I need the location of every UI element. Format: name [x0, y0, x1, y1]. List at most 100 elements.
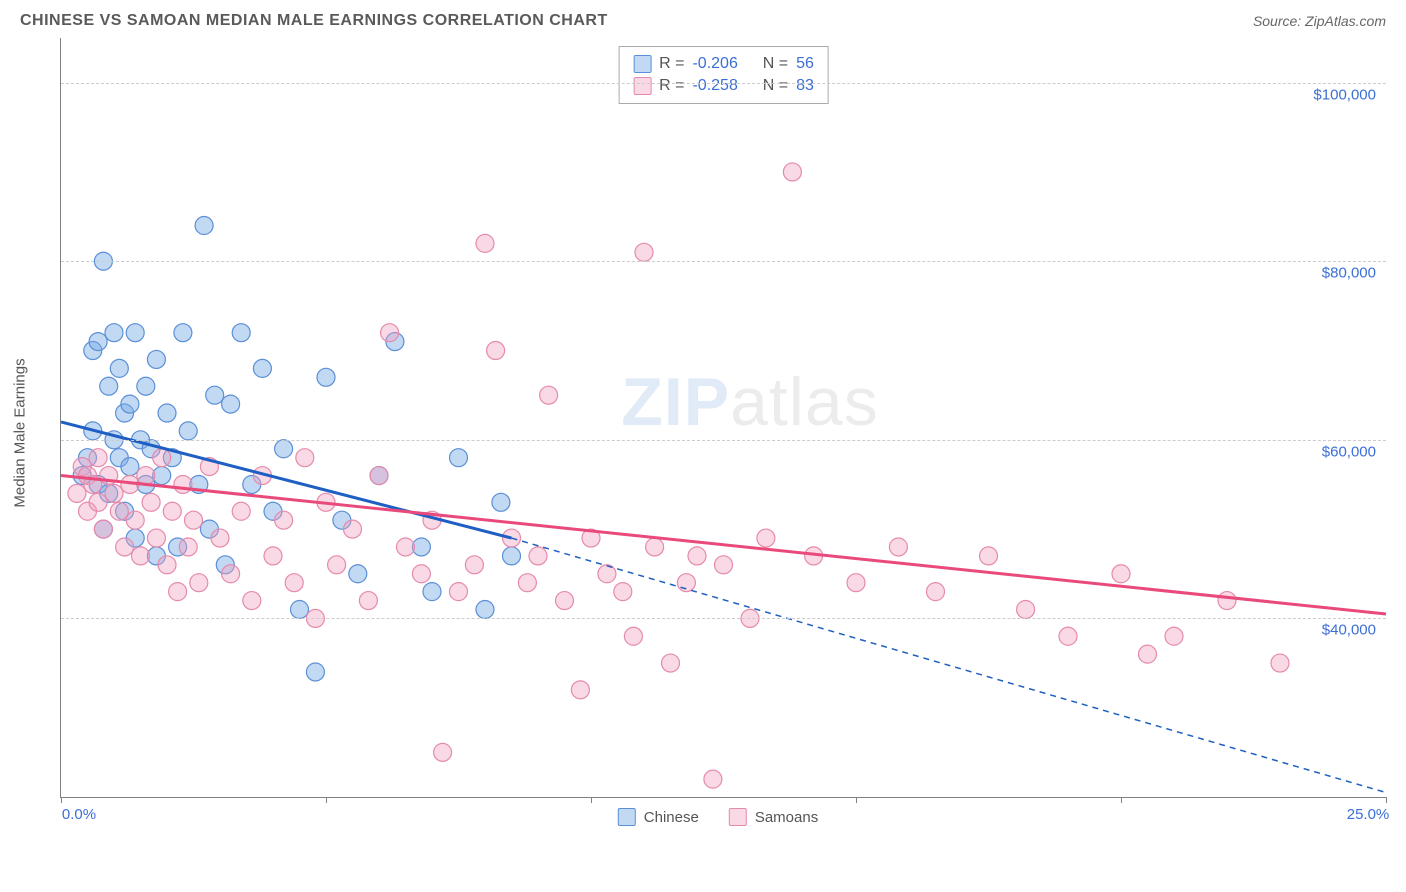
scatter-point	[465, 556, 483, 574]
scatter-point	[450, 583, 468, 601]
scatter-point	[110, 359, 128, 377]
scatter-point	[306, 663, 324, 681]
legend-label-samoans: Samoans	[755, 809, 818, 826]
scatter-svg	[61, 38, 1386, 797]
x-tick	[61, 797, 62, 803]
scatter-point	[68, 484, 86, 502]
scatter-point	[285, 574, 303, 592]
x-tick-label: 25.0%	[1347, 806, 1390, 823]
scatter-point	[370, 467, 388, 485]
scatter-point	[195, 217, 213, 235]
scatter-point	[556, 592, 574, 610]
scatter-point	[243, 592, 261, 610]
scatter-point	[211, 529, 229, 547]
scatter-point	[704, 770, 722, 788]
scatter-point	[434, 743, 452, 761]
chart-container: Median Male Earnings ZIPatlas R = -0.206…	[50, 38, 1386, 828]
scatter-point	[174, 475, 192, 493]
scatter-point	[179, 422, 197, 440]
scatter-point	[344, 520, 362, 538]
scatter-point	[163, 502, 181, 520]
scatter-point	[137, 467, 155, 485]
scatter-point	[137, 377, 155, 395]
y-tick-label: $60,000	[1322, 443, 1376, 460]
scatter-point	[232, 324, 250, 342]
swatch-chinese	[633, 55, 651, 73]
plot-area: ZIPatlas R = -0.206 N = 56 R = -0.258 N …	[60, 38, 1386, 798]
scatter-point	[89, 449, 107, 467]
scatter-point	[1059, 627, 1077, 645]
x-tick	[1121, 797, 1122, 803]
scatter-point	[158, 556, 176, 574]
scatter-point	[492, 493, 510, 511]
scatter-point	[662, 654, 680, 672]
scatter-point	[206, 386, 224, 404]
scatter-point	[487, 342, 505, 360]
legend-swatch-chinese	[618, 808, 636, 826]
scatter-point	[518, 574, 536, 592]
scatter-point	[646, 538, 664, 556]
scatter-point	[503, 547, 521, 565]
scatter-point	[359, 592, 377, 610]
stats-row-chinese: R = -0.206 N = 56	[633, 53, 814, 75]
scatter-point	[1112, 565, 1130, 583]
scatter-point	[153, 449, 171, 467]
n-label: N =	[763, 77, 788, 95]
swatch-samoans	[633, 77, 651, 95]
scatter-point	[89, 333, 107, 351]
gridline	[61, 83, 1386, 84]
scatter-point	[94, 520, 112, 538]
scatter-point	[105, 484, 123, 502]
scatter-point	[296, 449, 314, 467]
scatter-point	[1218, 592, 1236, 610]
gridline	[61, 440, 1386, 441]
legend-swatch-samoans	[729, 808, 747, 826]
scatter-point	[275, 511, 293, 529]
scatter-point	[291, 600, 309, 618]
scatter-point	[423, 583, 441, 601]
scatter-point	[253, 359, 271, 377]
scatter-point	[126, 324, 144, 342]
scatter-point	[121, 458, 139, 476]
legend-label-chinese: Chinese	[644, 809, 699, 826]
y-tick-label: $80,000	[1322, 265, 1376, 282]
scatter-point	[317, 368, 335, 386]
scatter-point	[1271, 654, 1289, 672]
gridline	[61, 261, 1386, 262]
trendline	[61, 476, 1386, 614]
x-tick	[1386, 797, 1387, 803]
r-label: R =	[659, 55, 684, 73]
scatter-point	[147, 350, 165, 368]
r-value-samoans: -0.258	[692, 77, 737, 95]
scatter-point	[450, 449, 468, 467]
scatter-point	[126, 511, 144, 529]
scatter-point	[232, 502, 250, 520]
x-tick	[591, 797, 592, 803]
scatter-point	[275, 440, 293, 458]
correlation-stats-box: R = -0.206 N = 56 R = -0.258 N = 83	[618, 46, 829, 104]
scatter-point	[110, 502, 128, 520]
n-label: N =	[763, 55, 788, 73]
scatter-point	[121, 395, 139, 413]
scatter-point	[614, 583, 632, 601]
scatter-point	[540, 386, 558, 404]
y-tick-label: $40,000	[1322, 622, 1376, 639]
scatter-point	[980, 547, 998, 565]
scatter-point	[264, 547, 282, 565]
r-label: R =	[659, 77, 684, 95]
chart-header: CHINESE VS SAMOAN MEDIAN MALE EARNINGS C…	[0, 0, 1406, 38]
scatter-point	[1165, 627, 1183, 645]
chart-legend: Chinese Samoans	[618, 808, 818, 826]
scatter-point	[132, 547, 150, 565]
scatter-point	[688, 547, 706, 565]
scatter-point	[1017, 600, 1035, 618]
r-value-chinese: -0.206	[692, 55, 737, 73]
scatter-point	[476, 600, 494, 618]
source-attribution: Source: ZipAtlas.com	[1253, 13, 1386, 29]
scatter-point	[147, 529, 165, 547]
scatter-point	[1139, 645, 1157, 663]
scatter-point	[105, 324, 123, 342]
scatter-point	[677, 574, 695, 592]
scatter-point	[476, 234, 494, 252]
scatter-point	[100, 377, 118, 395]
